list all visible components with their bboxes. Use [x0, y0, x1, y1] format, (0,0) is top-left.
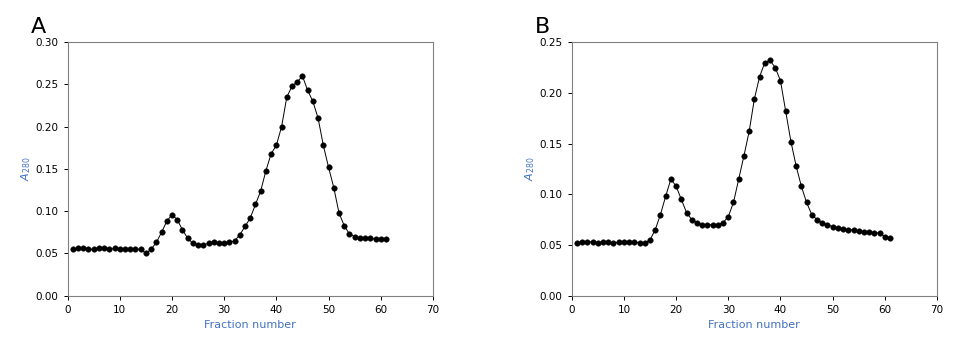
X-axis label: Fraction number: Fraction number [205, 320, 297, 330]
Text: A: A [31, 17, 46, 37]
Y-axis label: $\mathit{A}_{280}$: $\mathit{A}_{280}$ [523, 157, 537, 181]
Y-axis label: $\mathit{A}_{280}$: $\mathit{A}_{280}$ [19, 157, 33, 181]
X-axis label: Fraction number: Fraction number [708, 320, 800, 330]
Text: B: B [535, 17, 551, 37]
